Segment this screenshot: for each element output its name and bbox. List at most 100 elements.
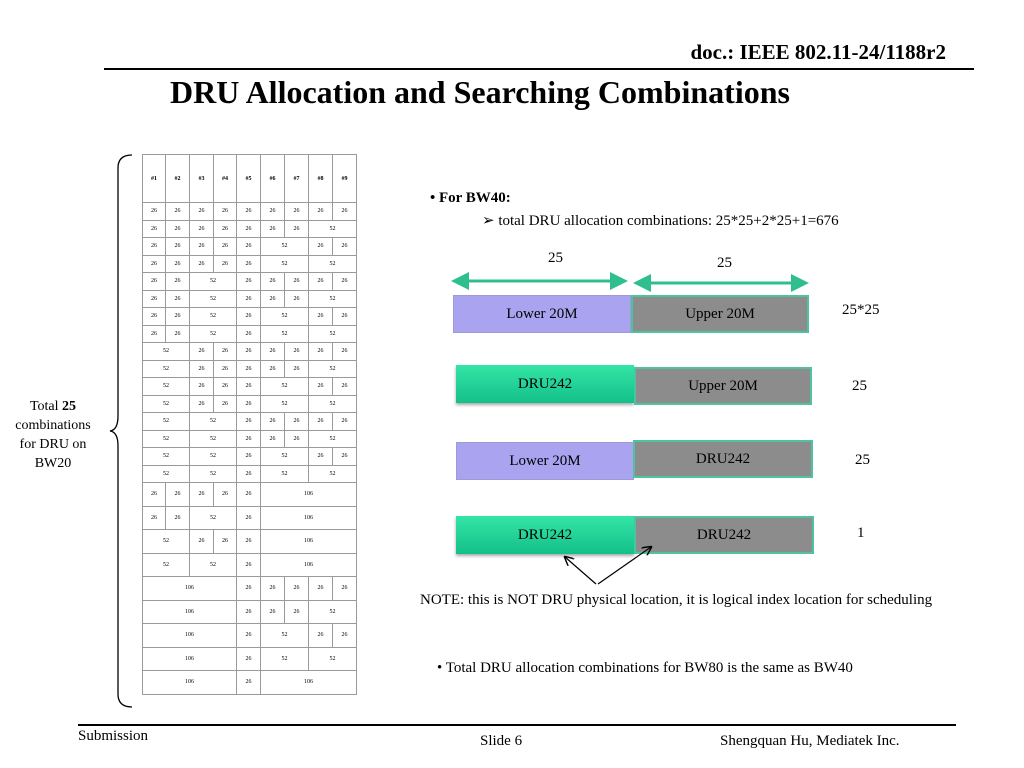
table-cell: 26 (236, 359, 261, 378)
table-cell: 52 (142, 429, 190, 448)
table-cell: 26 (236, 219, 261, 238)
table-cell: 52 (189, 552, 237, 577)
row-count: 1 (857, 525, 865, 541)
table-cell: 26 (332, 377, 357, 396)
row-count: 25 (855, 452, 870, 468)
table-cell: 26 (189, 237, 214, 256)
table-cell: 52 (142, 552, 190, 577)
table-cell: 26 (308, 623, 333, 648)
table-cell: 26 (236, 529, 261, 554)
table-cell: 52 (189, 307, 237, 326)
table-cell: 26 (284, 576, 309, 601)
table-cell: 52 (142, 377, 190, 396)
table-cell: 26 (236, 505, 261, 530)
table-cell: 26 (332, 623, 357, 648)
table-cell: 26 (165, 289, 190, 308)
footer-author: Shengquan Hu, Mediatek Inc. (720, 733, 900, 749)
table-row: 52 26 26 26 52 26 26 (142, 377, 357, 396)
table-cell: 52 (142, 342, 190, 361)
table-cell: 106 (142, 623, 237, 648)
table-cell: 26 (236, 482, 261, 507)
table-cell: 52 (260, 377, 309, 396)
table-cell: 26 (236, 307, 261, 326)
table-row: 106 26 26 26 52 (142, 599, 357, 624)
table-cell: 26 (165, 505, 190, 530)
table-cell: 26 (236, 447, 261, 466)
table-cell: 52 (260, 394, 309, 413)
table-cell: 26 (142, 482, 166, 507)
table-cell: 26 (332, 412, 357, 431)
table-cell: 26 (189, 529, 214, 554)
table-header-cell: #6 (260, 154, 285, 203)
table-cell: 26 (236, 237, 261, 256)
table-row: 52 26 26 26 26 26 52 (142, 359, 357, 378)
table-row: 26 26 26 26 26 52 52 (142, 254, 357, 273)
brace-label-count: 25 (62, 399, 77, 414)
doc-id: doc.: IEEE 802.11-24/1188r2 (690, 40, 946, 64)
table-cell: 26 (142, 219, 166, 238)
brace-label-line3: for DRU on (19, 437, 87, 452)
table-cell: 26 (189, 202, 214, 221)
block-lower-20m: Lower 20M (453, 295, 631, 333)
table-cell: 26 (236, 272, 261, 291)
table-cell: 26 (284, 202, 309, 221)
table-cell: 52 (260, 623, 309, 648)
table-cell: 26 (236, 324, 261, 343)
table-cell: 52 (142, 359, 190, 378)
table-cell: 26 (236, 289, 261, 308)
width-arrows-icon (451, 272, 809, 292)
table-cell: 26 (213, 342, 237, 361)
table-cell: 26 (142, 307, 166, 326)
table-header-cell: #8 (308, 154, 333, 203)
width-label-right: 25 (717, 255, 732, 271)
table-row: 52 52 26 26 26 52 (142, 429, 357, 448)
table-cell: 26 (284, 429, 309, 448)
table-cell: 26 (236, 254, 261, 273)
table-cell: 52 (308, 646, 357, 671)
table-cell: 26 (213, 359, 237, 378)
block-dru242: DRU242 (456, 365, 634, 403)
table-cell: 26 (332, 447, 357, 466)
table-cell: 26 (142, 254, 166, 273)
table-cell: 26 (189, 394, 214, 413)
table-cell: 26 (284, 342, 309, 361)
table-cell: 26 (189, 482, 214, 507)
table-cell: 26 (260, 289, 285, 308)
table-cell: 26 (165, 324, 190, 343)
table-row: 52 52 26 52 26 26 (142, 447, 357, 466)
brace-label-prefix: Total (29, 399, 63, 414)
dru-combination-table: #1 #2 #3 #4 #5 #6 #7 #8 #9 26 26 26 26 26 26 26 26 26 26 26… (142, 154, 357, 695)
bw40-bullet: • For BW40: (430, 190, 511, 206)
table-header-cell: #3 (189, 154, 214, 203)
table-row: 26 26 26 26 26 106 (142, 482, 357, 507)
table-cell: 26 (308, 307, 333, 326)
table-cell: 26 (260, 576, 285, 601)
table-row: 52 52 26 26 26 26 26 (142, 412, 357, 431)
table-cell: 106 (260, 505, 357, 530)
table-row: 52 26 26 26 26 26 26 26 (142, 342, 357, 361)
table-cell: 26 (213, 219, 237, 238)
table-row: 26 26 26 26 26 26 26 52 (142, 219, 357, 238)
table-cell: 26 (236, 670, 261, 695)
table-row: 26 26 26 26 26 52 26 26 (142, 237, 357, 256)
table-cell: 52 (189, 505, 237, 530)
block-dru242: DRU242 (456, 516, 634, 554)
table-row: 52 52 26 106 (142, 552, 357, 577)
table-cell: 106 (142, 576, 237, 601)
table-cell: 26 (332, 202, 357, 221)
table-cell: 26 (142, 272, 166, 291)
table-cell: 26 (236, 377, 261, 396)
table-cell: 52 (308, 464, 357, 483)
block-dru242: DRU242 (634, 516, 814, 554)
table-header-cell: #9 (332, 154, 357, 203)
table-cell: 26 (142, 289, 166, 308)
table-cell: 26 (332, 342, 357, 361)
table-cell: 26 (165, 307, 190, 326)
table-cell: 26 (165, 482, 190, 507)
table-cell: 26 (189, 219, 214, 238)
table-cell: 52 (308, 599, 357, 624)
table-header-cell: #5 (236, 154, 261, 203)
table-cell: 26 (142, 237, 166, 256)
table-cell: 26 (260, 219, 285, 238)
table-cell: 52 (142, 464, 190, 483)
